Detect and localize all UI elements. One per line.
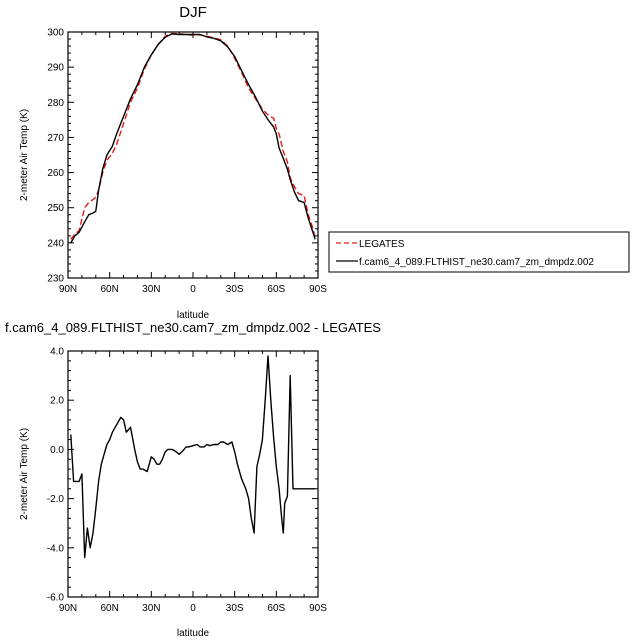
top-x-tick-label: 60N xyxy=(100,284,118,295)
bottom-y-tick-label: -2.0 xyxy=(47,494,65,505)
bottom-y-axis-label: 2-meter Air Temp (K) xyxy=(19,428,30,520)
top-chart-title: DJF xyxy=(179,4,207,21)
top-y-tick-label: 270 xyxy=(47,133,64,144)
legend-box xyxy=(328,231,630,273)
bottom-x-tick-label: 90S xyxy=(309,603,327,614)
top-y-tick-label: 240 xyxy=(47,238,64,249)
top-x-tick-label: 60S xyxy=(267,284,285,295)
legend-label-legates: LEGATES xyxy=(359,239,405,250)
bottom-x-tick-label: 90N xyxy=(59,603,77,614)
bottom-x-tick-label: 0 xyxy=(190,603,196,614)
top-x-tick-label: 30N xyxy=(142,284,160,295)
bottom-x-tick-label: 60S xyxy=(267,603,285,614)
top-plot-frame xyxy=(67,31,319,279)
legend: LEGATES f.cam6_4_089.FLTHIST_ne30.cam7_z… xyxy=(328,231,630,273)
bottom-chart-title: f.cam6_4_089.FLTHIST_ne30.cam7_zm_dmpdz.… xyxy=(5,320,381,335)
top-y-tick-label: 250 xyxy=(47,203,64,214)
top-x-tick-label: 90N xyxy=(59,284,77,295)
bottom-x-tick-label: 60N xyxy=(100,603,118,614)
bottom-x-axis-label: latitude xyxy=(177,628,210,639)
top-y-tick-label: 290 xyxy=(47,63,64,74)
bottom-y-tick-label: 4.0 xyxy=(50,347,64,358)
top-series-line-0 xyxy=(70,32,316,240)
top-x-tick-label: 30S xyxy=(226,284,244,295)
top-x-axis-label: latitude xyxy=(177,310,210,321)
top-y-tick-label: 230 xyxy=(47,274,64,285)
top-y-tick-label: 300 xyxy=(47,28,64,39)
bottom-y-tick-label: -6.0 xyxy=(47,593,65,604)
legend-label-model: f.cam6_4_089.FLTHIST_ne30.cam7_zm_dmpdz.… xyxy=(359,257,594,268)
bottom-y-tick-label: 2.0 xyxy=(50,396,64,407)
top-y-axis-label: 2-meter Air Temp (K) xyxy=(19,109,30,201)
top-y-tick-label: 260 xyxy=(47,168,64,179)
top-y-tick-label: 280 xyxy=(47,98,64,109)
top-series-line-1 xyxy=(70,33,316,244)
top-x-tick-label: 90S xyxy=(309,284,327,295)
bottom-y-tick-label: 0.0 xyxy=(50,445,64,456)
bottom-plot-frame xyxy=(67,350,319,598)
bottom-y-tick-label: -4.0 xyxy=(47,543,65,554)
bottom-series-line-0 xyxy=(70,355,316,559)
bottom-x-tick-label: 30S xyxy=(226,603,244,614)
bottom-x-tick-label: 30N xyxy=(142,603,160,614)
top-x-tick-label: 0 xyxy=(190,284,196,295)
